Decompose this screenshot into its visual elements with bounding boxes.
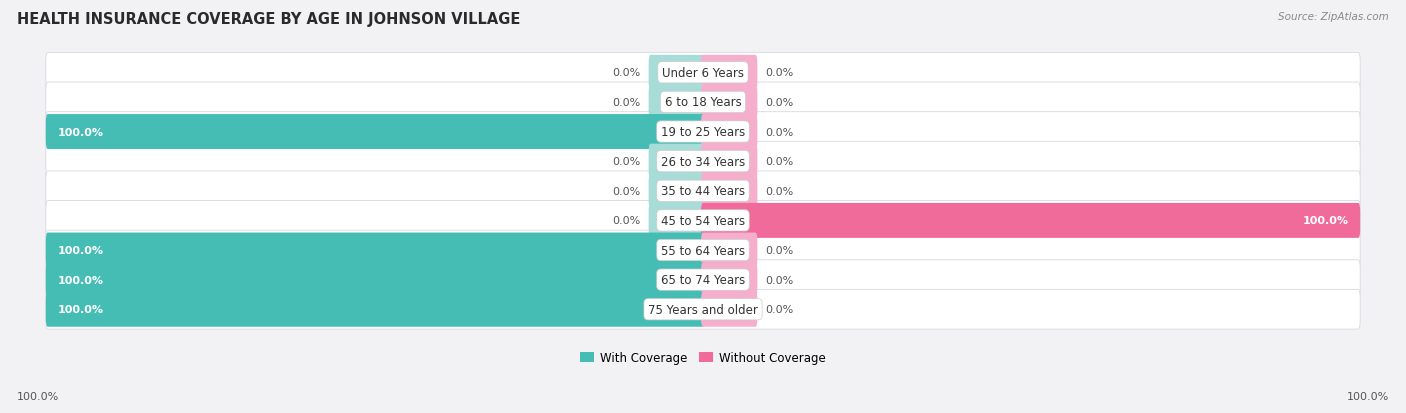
FancyBboxPatch shape (46, 263, 704, 297)
FancyBboxPatch shape (702, 174, 758, 209)
Text: 6 to 18 Years: 6 to 18 Years (665, 96, 741, 109)
FancyBboxPatch shape (648, 174, 704, 209)
FancyBboxPatch shape (46, 115, 704, 150)
FancyBboxPatch shape (46, 112, 1360, 152)
Text: 0.0%: 0.0% (765, 304, 793, 314)
Text: 0.0%: 0.0% (765, 98, 793, 108)
FancyBboxPatch shape (46, 171, 1360, 211)
Text: 35 to 44 Years: 35 to 44 Years (661, 185, 745, 198)
Text: 0.0%: 0.0% (765, 186, 793, 196)
Text: Under 6 Years: Under 6 Years (662, 66, 744, 80)
FancyBboxPatch shape (702, 144, 758, 179)
Text: 19 to 25 Years: 19 to 25 Years (661, 126, 745, 139)
Text: 0.0%: 0.0% (613, 157, 641, 167)
Text: 0.0%: 0.0% (613, 98, 641, 108)
Text: 75 Years and older: 75 Years and older (648, 303, 758, 316)
Text: 26 to 34 Years: 26 to 34 Years (661, 155, 745, 168)
FancyBboxPatch shape (702, 115, 758, 150)
FancyBboxPatch shape (648, 85, 704, 120)
Text: 0.0%: 0.0% (765, 245, 793, 255)
Text: 45 to 54 Years: 45 to 54 Years (661, 214, 745, 227)
FancyBboxPatch shape (46, 233, 704, 268)
FancyBboxPatch shape (648, 144, 704, 179)
Text: 0.0%: 0.0% (765, 127, 793, 137)
FancyBboxPatch shape (648, 204, 704, 238)
FancyBboxPatch shape (702, 292, 758, 327)
Legend: With Coverage, Without Coverage: With Coverage, Without Coverage (575, 347, 831, 369)
Text: 100.0%: 100.0% (58, 245, 104, 255)
Text: 100.0%: 100.0% (58, 127, 104, 137)
Text: 100.0%: 100.0% (1347, 391, 1389, 401)
Text: 65 to 74 Years: 65 to 74 Years (661, 273, 745, 287)
Text: 100.0%: 100.0% (17, 391, 59, 401)
Text: 0.0%: 0.0% (613, 186, 641, 196)
FancyBboxPatch shape (46, 83, 1360, 123)
Text: 0.0%: 0.0% (765, 157, 793, 167)
Text: HEALTH INSURANCE COVERAGE BY AGE IN JOHNSON VILLAGE: HEALTH INSURANCE COVERAGE BY AGE IN JOHN… (17, 12, 520, 27)
FancyBboxPatch shape (46, 292, 704, 327)
Text: 0.0%: 0.0% (765, 68, 793, 78)
FancyBboxPatch shape (46, 53, 1360, 93)
FancyBboxPatch shape (46, 142, 1360, 182)
FancyBboxPatch shape (46, 230, 1360, 270)
FancyBboxPatch shape (702, 56, 758, 90)
Text: 100.0%: 100.0% (1302, 216, 1348, 226)
FancyBboxPatch shape (46, 260, 1360, 300)
Text: 100.0%: 100.0% (58, 275, 104, 285)
FancyBboxPatch shape (702, 263, 758, 297)
FancyBboxPatch shape (46, 290, 1360, 329)
Text: 0.0%: 0.0% (613, 216, 641, 226)
Text: 0.0%: 0.0% (765, 275, 793, 285)
FancyBboxPatch shape (702, 204, 1360, 238)
FancyBboxPatch shape (46, 201, 1360, 241)
FancyBboxPatch shape (648, 56, 704, 90)
Text: Source: ZipAtlas.com: Source: ZipAtlas.com (1278, 12, 1389, 22)
Text: 0.0%: 0.0% (613, 68, 641, 78)
Text: 55 to 64 Years: 55 to 64 Years (661, 244, 745, 257)
FancyBboxPatch shape (702, 85, 758, 120)
Text: 100.0%: 100.0% (58, 304, 104, 314)
FancyBboxPatch shape (702, 233, 758, 268)
